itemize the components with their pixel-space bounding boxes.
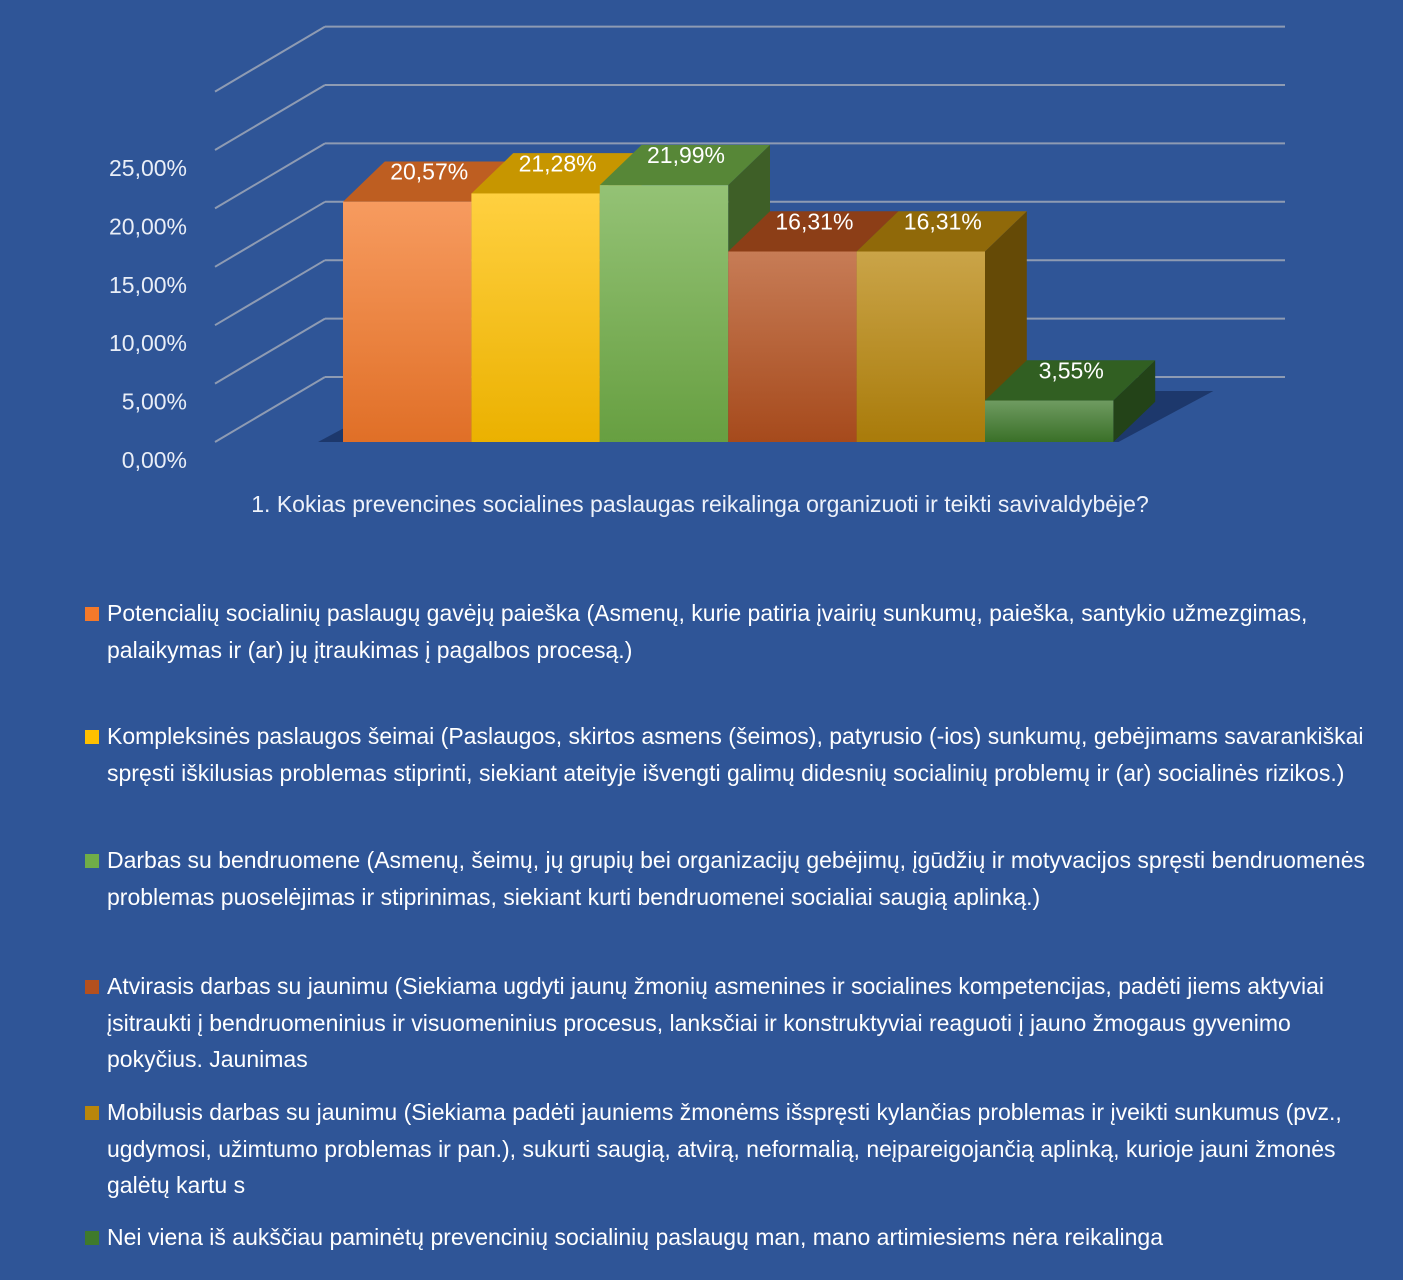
bar-top: [856, 211, 1027, 252]
bar: [343, 201, 472, 442]
bar-side: [1113, 360, 1156, 442]
legend-swatch: [85, 607, 99, 621]
y-tick-label: 15,00%: [109, 272, 187, 298]
data-label: 16,31%: [775, 208, 853, 234]
gridline-diagonal: [214, 25, 326, 93]
bar: [985, 400, 1114, 442]
bar: [471, 193, 600, 442]
legend-swatch: [85, 1106, 99, 1120]
y-tick-label: 20,00%: [109, 213, 187, 239]
legend-swatch: [85, 980, 99, 994]
y-tick-label: 0,00%: [122, 447, 187, 473]
legend-label: Nei viena iš aukščiau paminėtų prevencin…: [107, 1224, 1163, 1250]
gridline-diagonal: [214, 84, 326, 151]
data-label: 3,55%: [1039, 358, 1104, 384]
gridline-diagonal: [214, 259, 326, 327]
bar-top: [343, 161, 514, 202]
y-tick-label: 5,00%: [122, 389, 187, 415]
bar-top: [985, 360, 1156, 401]
bar-top: [599, 144, 770, 186]
y-tick-label: 25,00%: [109, 155, 187, 181]
legend-item: Potencialių socialinių paslaugų gavėjų p…: [85, 595, 1375, 668]
data-label: 20,57%: [390, 159, 468, 185]
legend-item: Kompleksinės paslaugos šeimai (Paslaugos…: [85, 718, 1375, 791]
bar: [728, 251, 857, 442]
data-label: 16,31%: [904, 208, 982, 234]
legend-item: Mobilusis darbas su jaunimu (Siekiama pa…: [85, 1094, 1375, 1204]
legend-item: Atvirasis darbas su jaunimu (Siekiama ug…: [85, 968, 1375, 1078]
legend-label: Atvirasis darbas su jaunimu (Siekiama ug…: [107, 973, 1325, 1072]
legend-item: Nei viena iš aukščiau paminėtų prevencin…: [85, 1219, 1375, 1256]
legend-swatch: [85, 730, 99, 744]
legend-label: Mobilusis darbas su jaunimu (Siekiama pa…: [107, 1099, 1342, 1198]
gridline-diagonal: [214, 376, 326, 443]
category-axis-label: 1. Kokias prevencines socialines paslaug…: [251, 491, 1149, 517]
y-tick-label: 10,00%: [109, 330, 187, 356]
gridline-diagonal: [214, 317, 326, 385]
data-label: 21,99%: [647, 142, 725, 168]
legend-label: Potencialių socialinių paslaugų gavėjų p…: [107, 600, 1308, 663]
bar: [599, 185, 729, 442]
bar-top: [471, 153, 642, 194]
y-axis: 0,00% 5,00% 10,00% 15,00% 20,00% 25,00%: [109, 155, 187, 473]
bars: [343, 144, 1156, 443]
legend-label: Kompleksinės paslaugos šeimai (Paslaugos…: [107, 723, 1364, 786]
legend-swatch: [85, 1231, 99, 1245]
legend-swatch: [85, 854, 99, 868]
gridline-diagonal: [214, 200, 326, 268]
data-label: 21,28%: [519, 150, 597, 176]
bar: [856, 251, 985, 442]
legend-item: Darbas su bendruomene (Asmenų, šeimų, jų…: [85, 842, 1375, 915]
legend-label: Darbas su bendruomene (Asmenų, šeimų, jų…: [107, 847, 1365, 910]
bar-top: [728, 211, 899, 252]
chart-plot: 0,00% 5,00% 10,00% 15,00% 20,00% 25,00% 20,57…: [109, 25, 1285, 473]
gridline-diagonal: [214, 142, 326, 210]
data-labels: 20,57% 21,28% 21,99% 16,31% 16,31% 3,55%: [390, 142, 1104, 383]
